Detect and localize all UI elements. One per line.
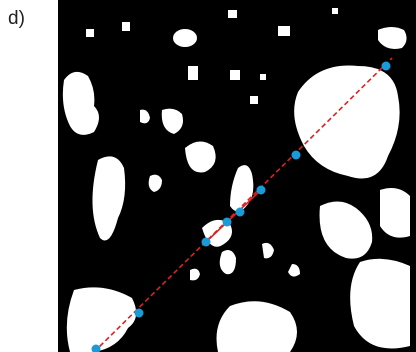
binary-image	[58, 0, 416, 352]
page: d)	[0, 0, 416, 352]
panel-label: d)	[8, 8, 25, 30]
